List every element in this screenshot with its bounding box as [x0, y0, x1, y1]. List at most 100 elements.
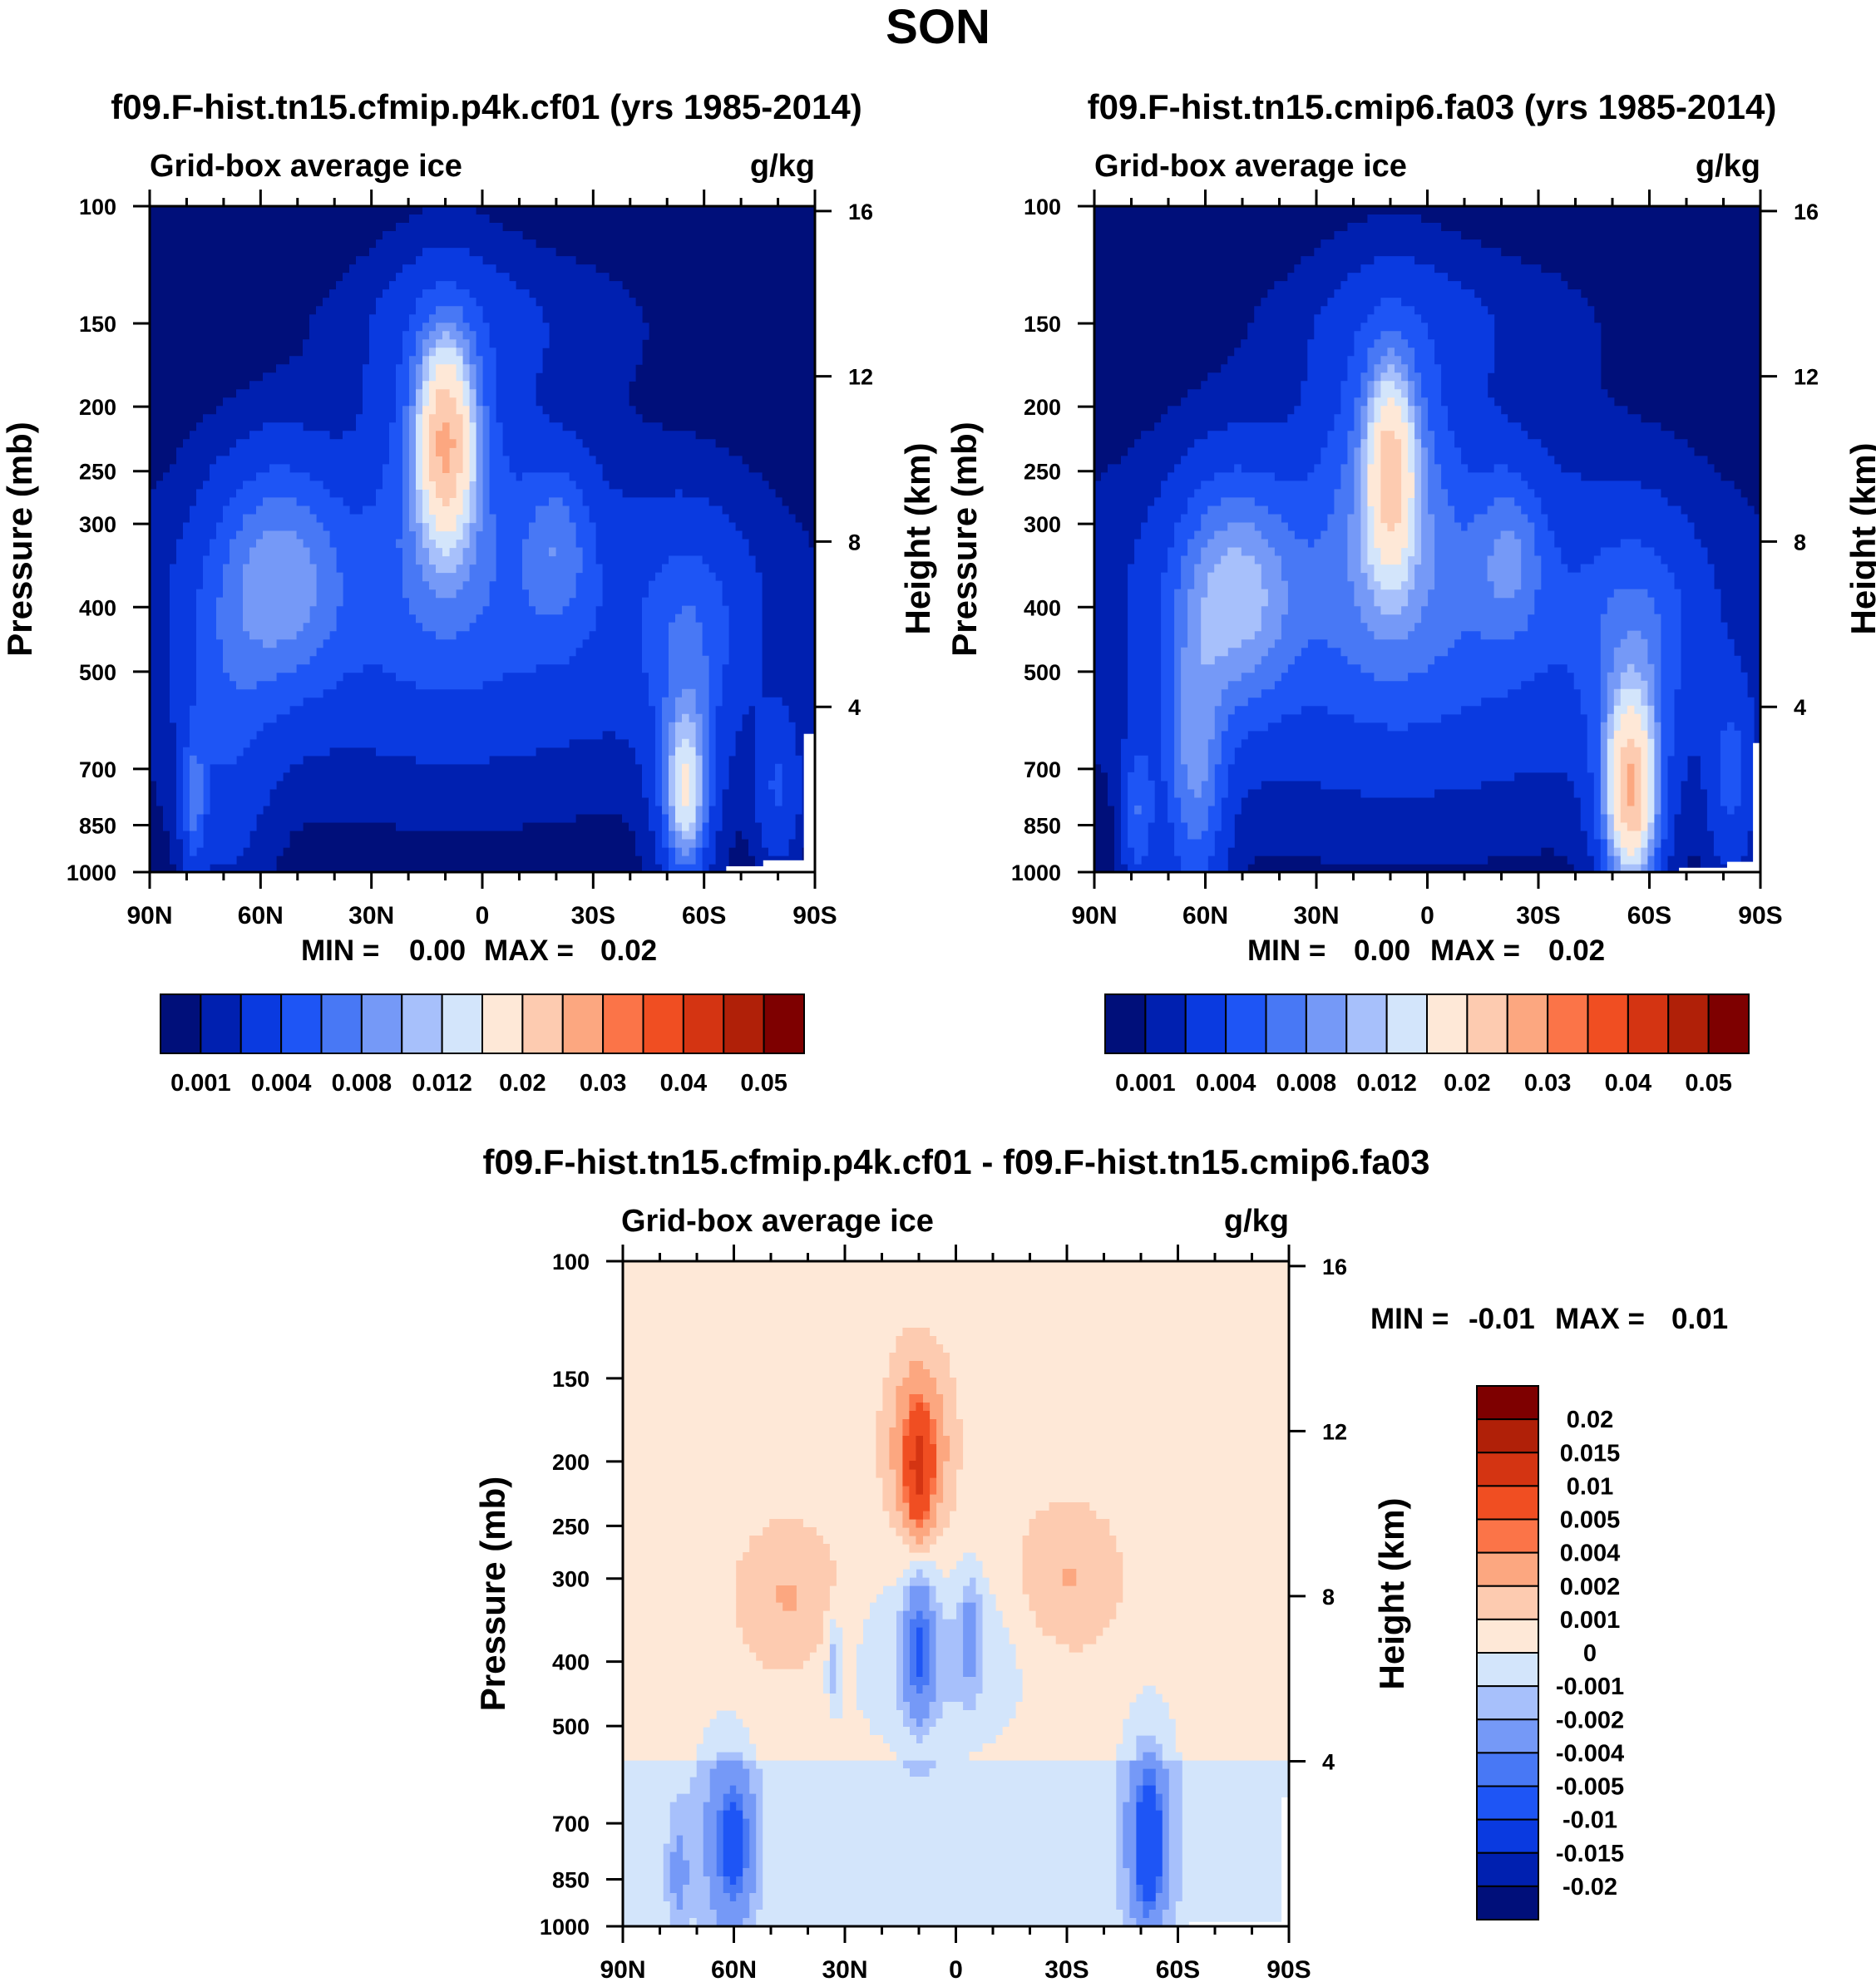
panel-1-colorbar-box [763, 993, 805, 1054]
panel-2-colorbar-label: 0.004 [1196, 1070, 1256, 1097]
panel-3-height-tick-label: 16 [1322, 1255, 1347, 1279]
panel-2-y-tick-label: 250 [1024, 460, 1061, 485]
panel-1-colorbar-label: 0.03 [580, 1070, 626, 1097]
panel-2-y-tick-label: 1000 [1011, 860, 1061, 885]
panel-3-colorbar-box [1476, 1551, 1539, 1587]
panel-1-y-tick-label: 500 [79, 660, 116, 685]
panel-2-colorbar-label: 0.012 [1356, 1070, 1417, 1097]
panel-2-colorbar-box [1144, 993, 1187, 1054]
panel-1-contour-level-6 [416, 331, 703, 840]
panel-2-colorbar-box [1506, 993, 1549, 1054]
panel-1-x-tick-label: 60N [238, 902, 284, 929]
panel-3-plot-area: 90N 60N 30N 0 30S 60S 90S 100 150 200 250 300 400 500… [473, 1245, 1411, 1982]
panel-3-colorbar-box [1476, 1385, 1539, 1421]
panel-2-colorbar-box [1184, 993, 1227, 1054]
panel-1-x-tick-label: 30N [348, 902, 394, 929]
panel-2-colorbar-box [1265, 993, 1307, 1054]
panel-1-height-tick-label: 16 [848, 200, 873, 224]
panel-3-x-tick-label: 60S [1156, 1956, 1200, 1982]
panel-3-colorbar-box [1476, 1618, 1539, 1654]
panel-2-x-tick-label: 90S [1738, 902, 1782, 929]
panel-3-colorbar-label: 0 [1583, 1640, 1597, 1667]
panel-2-y-tick-label: 400 [1024, 595, 1061, 620]
panel-1-colorbar-box [723, 993, 765, 1054]
panel-1-contour-level-1 [150, 206, 816, 873]
panel-3: f09.F-hist.tn15.cfmip.p4k.cf01 - f09.F-h… [473, 1142, 1728, 1982]
panel-2-y-tick-label: 850 [1024, 813, 1061, 838]
panel-3-colorbar-box [1476, 1685, 1539, 1721]
panel-3-colorbar-box [1476, 1885, 1539, 1920]
panel-2-subtitle-left: Grid-box average ice [1094, 149, 1407, 184]
panel-2-x-tick-label: 0 [1420, 902, 1434, 929]
panel-3-colorbar-label: 0.01 [1567, 1473, 1613, 1500]
panel-1-height-tick-label: 12 [848, 365, 873, 390]
panel-1-y-tick-label: 850 [79, 813, 116, 838]
panel-1-colorbar-label: 0.04 [660, 1070, 707, 1097]
panel-2-y-tick-label: 300 [1024, 512, 1061, 537]
panel-2-contour-level-6 [1201, 364, 1655, 873]
panel-1-contour-level-0 [150, 206, 816, 873]
panel-3-colorbar-label: -0.015 [1556, 1841, 1624, 1867]
panel-3-x-tick-label: 90N [600, 1956, 645, 1982]
panel-1-subtitle-right: g/kg [750, 149, 815, 184]
panel-1-colorbar-label: 0.012 [412, 1070, 472, 1097]
panel-3-colorbar-label: 0.002 [1560, 1574, 1621, 1600]
figure-title: SON [886, 0, 990, 54]
panel-1-y-tick-label: 150 [79, 312, 116, 337]
panel-1-title: f09.F-hist.tn15.cfmip.p4k.cf01 (yrs 1985… [111, 87, 861, 126]
panel-1-stats-min-label: MIN = [301, 934, 379, 967]
panel-2-contour-level-8 [1367, 397, 1648, 856]
panel-3-colorbar-label: -0.002 [1556, 1707, 1624, 1733]
panel-1-x-tick-label: 60S [682, 902, 726, 929]
panel-2-colorbar-box [1345, 993, 1388, 1054]
panel-3-height-tick-label: 12 [1322, 1419, 1347, 1444]
panel-2-x-tick-label: 30N [1293, 902, 1339, 929]
panel-2-contour-level-10 [1627, 763, 1635, 806]
panel-3-missing-region [1188, 1921, 1290, 1926]
panel-3-contour-level-13 [909, 1436, 923, 1495]
panel-3-colorbar-label: -0.02 [1563, 1874, 1617, 1901]
panel-1-colorbar-box [521, 993, 564, 1054]
panel-3-x-tick-label: 90S [1266, 1956, 1311, 1982]
panel-1-height-tick-label: 4 [848, 695, 861, 720]
panel-3-x-tick-label: 60N [711, 1956, 757, 1982]
panel-2-stats-max: 0.02 [1548, 934, 1605, 967]
panel-3-colorbar-box [1476, 1418, 1539, 1454]
panel-2-y-tick-label: 700 [1024, 757, 1061, 782]
panel-2-colorbar-box [1426, 993, 1469, 1054]
panel-1-colorbar-label: 0.004 [251, 1070, 312, 1097]
panel-1-stats-max: 0.02 [600, 934, 657, 967]
panel-3-subtitle-left: Grid-box average ice [621, 1204, 934, 1239]
panel-3-x-tick-label: 30S [1044, 1956, 1089, 1982]
panel-1-colorbar-box [642, 993, 684, 1054]
panel-2-x-tick-label: 60N [1182, 902, 1228, 929]
panel-1-colorbar-box [320, 993, 363, 1054]
panel-1-x-tick-label: 30S [571, 902, 615, 929]
panel-2-height-tick-label: 8 [1794, 530, 1806, 555]
panel-3-colorbar-box [1476, 1585, 1539, 1620]
panel-2-colorbar-box [1667, 993, 1710, 1054]
panel-3-y-tick-label: 250 [552, 1514, 590, 1539]
panel-1-x-tick-label: 90S [792, 902, 837, 929]
panel-2-x-tick-label: 60S [1627, 902, 1671, 929]
panel-2-colorbar-label: 0.008 [1276, 1070, 1337, 1097]
panel-2-plot-area: 90N 60N 30N 0 30S 60S 90S 100 150 200 250 300 400 500… [945, 190, 1876, 929]
panel-1-subtitle-left: Grid-box average ice [150, 149, 462, 184]
panel-3-colorbar-label: 0.001 [1560, 1607, 1621, 1634]
panel-1-colorbar-label: 0.02 [499, 1070, 546, 1097]
panel-1-stats-max-label: MAX = [484, 934, 574, 967]
panel-1-colorbar-box [280, 993, 323, 1054]
panel-2-colorbar-box [1385, 993, 1428, 1054]
panel-3-colorbar-label: 0.005 [1560, 1507, 1621, 1534]
panel-2-colorbar-box [1707, 993, 1750, 1054]
panel-3-colorbar-box [1476, 1818, 1539, 1854]
panel-2-height-tick-label: 16 [1794, 200, 1819, 224]
panel-3-colorbar-box [1476, 1518, 1539, 1554]
panel-3-y-tick-label: 1000 [540, 1915, 590, 1940]
panel-3-colorbar-box [1476, 1718, 1539, 1754]
panel-3-colorbar-label: 0.015 [1560, 1440, 1621, 1467]
panel-1-x-tick-label: 90N [126, 902, 172, 929]
panel-3-colorbar-label: -0.001 [1556, 1674, 1624, 1700]
panel-2-colorbar-label: 0.03 [1524, 1070, 1571, 1097]
